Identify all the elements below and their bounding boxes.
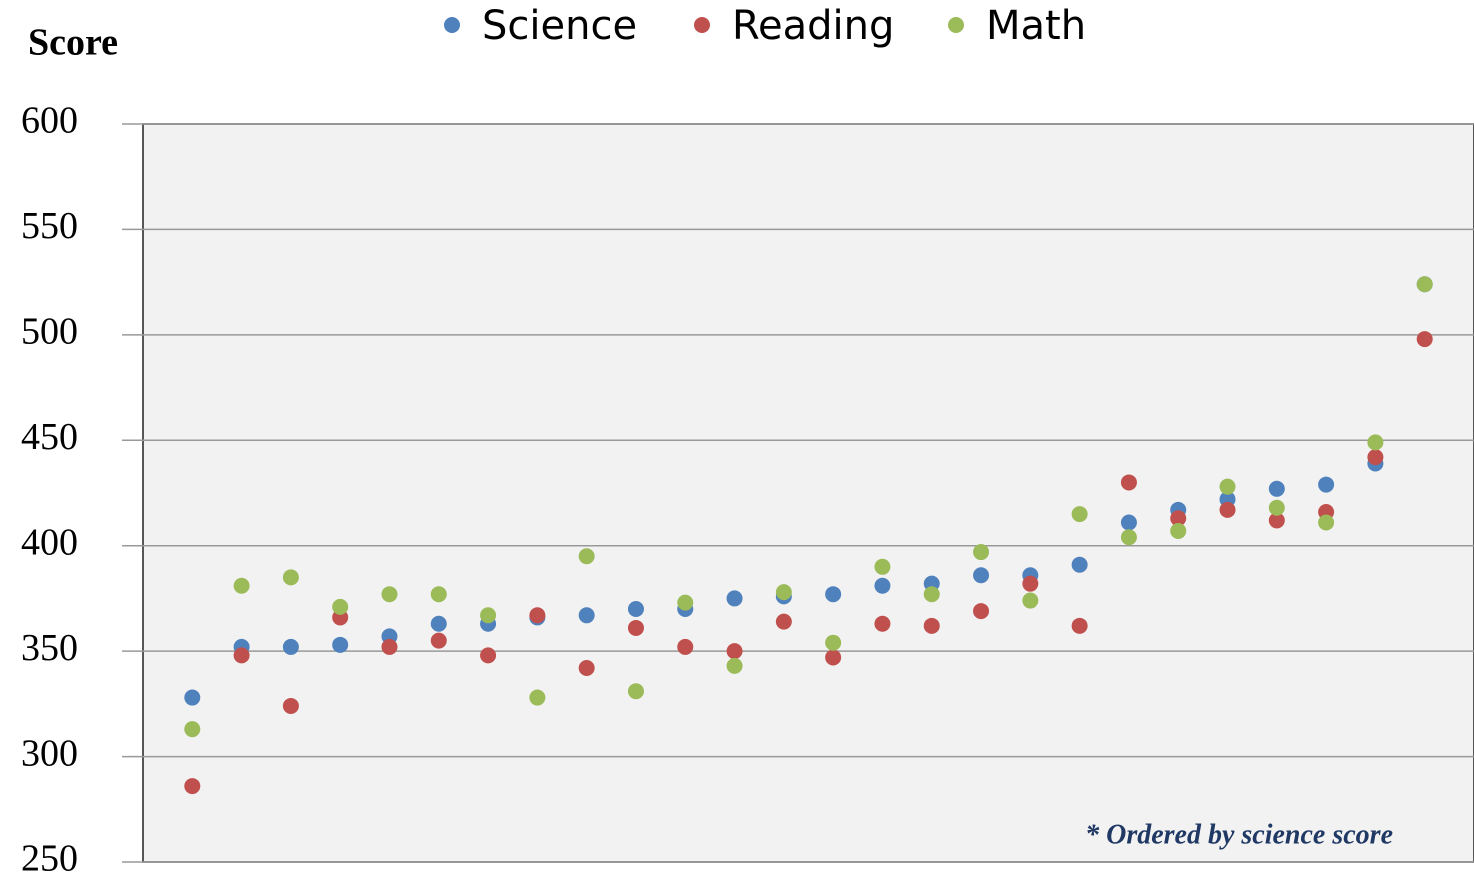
dot [233,647,250,664]
dot [1318,514,1335,531]
y-tick-label: 250 [21,838,78,876]
y-tick-label: 500 [21,311,78,353]
dot [1022,592,1039,609]
dot [1268,512,1285,529]
legend-marker [694,17,710,33]
dot [1120,474,1137,491]
dot [578,548,595,565]
dot [1120,514,1137,531]
dot [1268,499,1285,516]
dot [1170,510,1187,527]
y-tick-label: 550 [21,205,78,247]
y-tick-label: 600 [21,100,78,142]
dot [677,638,694,655]
dot [1416,331,1433,348]
dot [430,632,447,649]
dot [1416,276,1433,293]
legend-label: Math [986,3,1086,49]
dot [282,638,299,655]
dot [726,657,743,674]
dot [726,590,743,607]
dot [874,615,891,632]
dot [430,615,447,632]
legend-marker [444,17,460,33]
dot [529,689,546,706]
dot [973,567,990,584]
dot [332,636,349,653]
dot [627,619,644,636]
dot [1071,617,1088,634]
dot [726,643,743,660]
dot [825,634,842,651]
dot [825,586,842,603]
dot [233,577,250,594]
y-tick-label: 450 [21,416,78,458]
dot [184,721,201,738]
y-tick-label: 300 [21,732,78,774]
plot-area [142,123,1474,863]
dot [282,697,299,714]
dot [1367,434,1384,451]
dot [1219,501,1236,518]
dot [825,649,842,666]
dot [1367,449,1384,466]
legend-marker [948,17,964,33]
dot [578,660,595,677]
dot [775,584,792,601]
legend-label: Reading [732,3,894,49]
dot [282,569,299,586]
dot [1268,480,1285,497]
dot [1170,522,1187,539]
dot [775,613,792,630]
dot [184,778,201,795]
dot [627,600,644,617]
dot [874,577,891,594]
dot [1071,556,1088,573]
dot [973,544,990,561]
y-tick-label: 350 [21,627,78,669]
dot [529,607,546,624]
dot [332,598,349,615]
dot [184,689,201,706]
dot [627,683,644,700]
dot [1071,506,1088,523]
dot [677,594,694,611]
dot [430,586,447,603]
legend-label: Science [482,3,637,49]
dot [874,558,891,575]
dot [381,638,398,655]
dot [1120,529,1137,546]
dot [480,647,497,664]
dot [973,603,990,620]
dot [1318,476,1335,493]
dot [923,586,940,603]
dot [923,617,940,634]
dot [480,607,497,624]
dot [1219,478,1236,495]
dot [381,586,398,603]
y-tick-label: 400 [21,521,78,563]
annotation: * Ordered by science score [1085,819,1393,850]
dot [1022,575,1039,592]
y-axis-label: Score [28,22,118,64]
dot [578,607,595,624]
